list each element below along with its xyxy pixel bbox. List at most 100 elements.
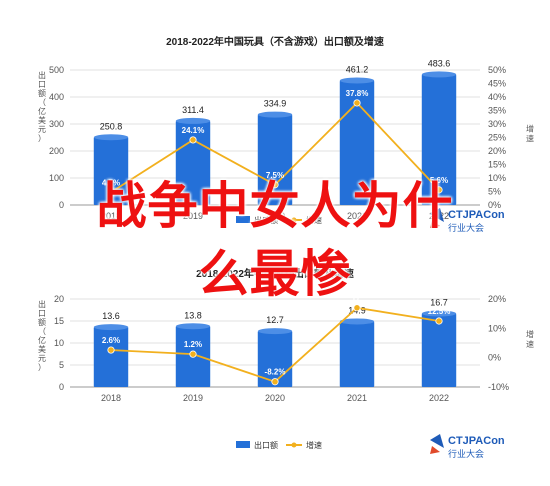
- chart2-ylabel-char: 元: [38, 354, 46, 363]
- chart1-legend-line-dot: [291, 217, 297, 223]
- chart1-watermark-logo-accent: [430, 220, 440, 228]
- chart1-x-tick-label: 2019: [183, 211, 203, 221]
- chart2-bar-cap: [421, 310, 457, 317]
- chart1-y-tick-label: 200: [49, 146, 64, 156]
- chart2-growth-label: 2.6%: [102, 336, 120, 345]
- chart1-bar: [93, 137, 129, 205]
- chart2-watermark-subtitle: 行业大会: [448, 448, 484, 459]
- chart1-y2-tick-label: 50%: [488, 65, 506, 75]
- chart1-growth-label: 37.8%: [346, 89, 369, 98]
- chart2-bar: [93, 327, 129, 387]
- chart1-y2-tick-label: 25%: [488, 133, 506, 143]
- chart2-y-tick-label: 10: [54, 338, 64, 348]
- chart2-ylabel-char: 口: [38, 309, 46, 318]
- chart2-bar-label: 13.8: [184, 310, 202, 320]
- chart2-growth-label: 1.2%: [184, 340, 202, 349]
- chart1-y2-tick-label: 45%: [488, 79, 506, 89]
- chart1-y2-tick-label: 10%: [488, 173, 506, 183]
- chart2-bar-label: 16.7: [430, 298, 448, 308]
- chart1-y2-tick-label: 20%: [488, 146, 506, 156]
- chart1-y2label-char: 增: [526, 124, 534, 134]
- chart2-ylabel-char: 额: [38, 317, 46, 327]
- chart1-y-tick-label: 100: [49, 173, 64, 183]
- chart2-growth-point: [353, 304, 361, 312]
- chart1-bar: [421, 74, 457, 205]
- chart2-legend-bar-swatch: [236, 441, 250, 448]
- chart1-watermark-logo-icon: [430, 208, 444, 222]
- chart2-legend-line-dot: [291, 442, 297, 448]
- chart1-growth-label: 4.7%: [102, 178, 120, 187]
- chart1-y2-tick-label: 0%: [488, 200, 501, 210]
- chart1-y-tick-label: 300: [49, 119, 64, 129]
- chart2-growth-point: [189, 350, 197, 358]
- chart2-watermark-logo-icon: [430, 434, 444, 448]
- chart2-x-tick-label: 2020: [265, 393, 285, 403]
- chart2-growth-label: -8.2%: [265, 368, 286, 377]
- chart2-growth-label: 17.: [351, 294, 362, 303]
- chart1-ylabel-char: （: [38, 98, 46, 107]
- chart2-y-tick-label: 20: [54, 294, 64, 304]
- chart2-bar-label: 13.6: [102, 311, 120, 321]
- chart1-ylabel-char: 亿: [38, 106, 46, 116]
- chart2-title: 2018-2022年中国游戏出口额及增速: [196, 267, 354, 280]
- chart2-y-tick-label: 5: [59, 360, 64, 370]
- chart1-y2-tick-label: 5%: [488, 187, 501, 197]
- chart2-growth-point: [271, 378, 279, 386]
- chart1-ylabel-char: 美: [38, 115, 46, 125]
- chart2-x-tick-label: 2022: [429, 393, 449, 403]
- chart1-y2-tick-label: 35%: [488, 106, 506, 116]
- chart1-bar-cap: [93, 134, 129, 141]
- chart1-growth-point: [435, 186, 443, 194]
- chart2-ylabel-char: 美: [38, 344, 46, 354]
- chart1-x-tick-label: 2020: [265, 211, 285, 221]
- chart1-bar-label: 461.2: [346, 64, 369, 74]
- chart1-growth-label: 5.6%: [430, 176, 448, 185]
- chart2-bar-cap: [257, 328, 293, 335]
- chart1-bar: [257, 114, 293, 205]
- chart1-bar-label: 250.8: [100, 121, 123, 131]
- chart2-legend-bar-label: 出口额: [254, 440, 278, 450]
- chart1-ylabel-char: 额: [38, 88, 46, 98]
- chart2-bar: [421, 313, 457, 387]
- chart2-bar-cap: [339, 318, 375, 325]
- chart1-bar-label: 483.6: [428, 58, 451, 68]
- chart2-x-tick-label: 2021: [347, 393, 367, 403]
- chart2-y2-tick-label: -10%: [488, 382, 509, 392]
- chart1-legend-bar-swatch: [236, 216, 250, 223]
- chart2-ylabel-char: ）: [38, 363, 46, 372]
- chart2-y-tick-label: 15: [54, 316, 64, 326]
- chart2-bar-label: 12.7: [266, 315, 284, 325]
- chart1-watermark-subtitle: 行业大会: [448, 222, 484, 233]
- chart1-x-tick-label: 2018: [101, 211, 121, 221]
- overlay-title-line-1: 战争中女人为什: [96, 177, 454, 235]
- chart1-title: 2018-2022年中国玩具（不含游戏）出口额及增速: [166, 35, 384, 48]
- chart1-legend-line-label: 增速: [306, 215, 322, 225]
- chart1-growth-label: 24.1%: [182, 126, 205, 135]
- chart2-watermark-brand: CTJPACon: [448, 435, 505, 447]
- chart1-bar-cap: [257, 111, 293, 118]
- chart1-y-tick-label: 400: [49, 92, 64, 102]
- chart2-y-tick-label: 0: [59, 382, 64, 392]
- chart2-bar: [339, 321, 375, 387]
- chart2-y2label-char: 增: [526, 329, 534, 339]
- chart2-growth-point: [435, 317, 443, 325]
- chart2-x-tick-label: 2019: [183, 393, 203, 403]
- chart2-y2-tick-label: 20%: [488, 294, 506, 304]
- chart1-y-tick-label: 500: [49, 65, 64, 75]
- chart2-y2-tick-label: 10%: [488, 323, 506, 333]
- chart1-growth-point: [189, 136, 197, 144]
- chart2-watermark-logo-accent: [430, 446, 440, 454]
- chart2-y2-tick-label: 0%: [488, 353, 501, 363]
- chart2-y2label-char: 速: [526, 340, 534, 349]
- chart1-bar-cap: [421, 71, 457, 78]
- chart1-y2-tick-label: 30%: [488, 119, 506, 129]
- chart1-legend-bar-label: 出口额: [254, 215, 278, 225]
- chart1-bar-cap: [175, 117, 211, 124]
- chart1-y-tick-label: 0: [59, 200, 64, 210]
- chart1-y2-tick-label: 15%: [488, 160, 506, 170]
- chart1-ylabel-char: 元: [38, 125, 46, 134]
- chart2-bar-cap: [175, 323, 211, 330]
- chart1-ylabel-char: 出: [38, 70, 46, 80]
- chart1-y2-tick-label: 40%: [488, 92, 506, 102]
